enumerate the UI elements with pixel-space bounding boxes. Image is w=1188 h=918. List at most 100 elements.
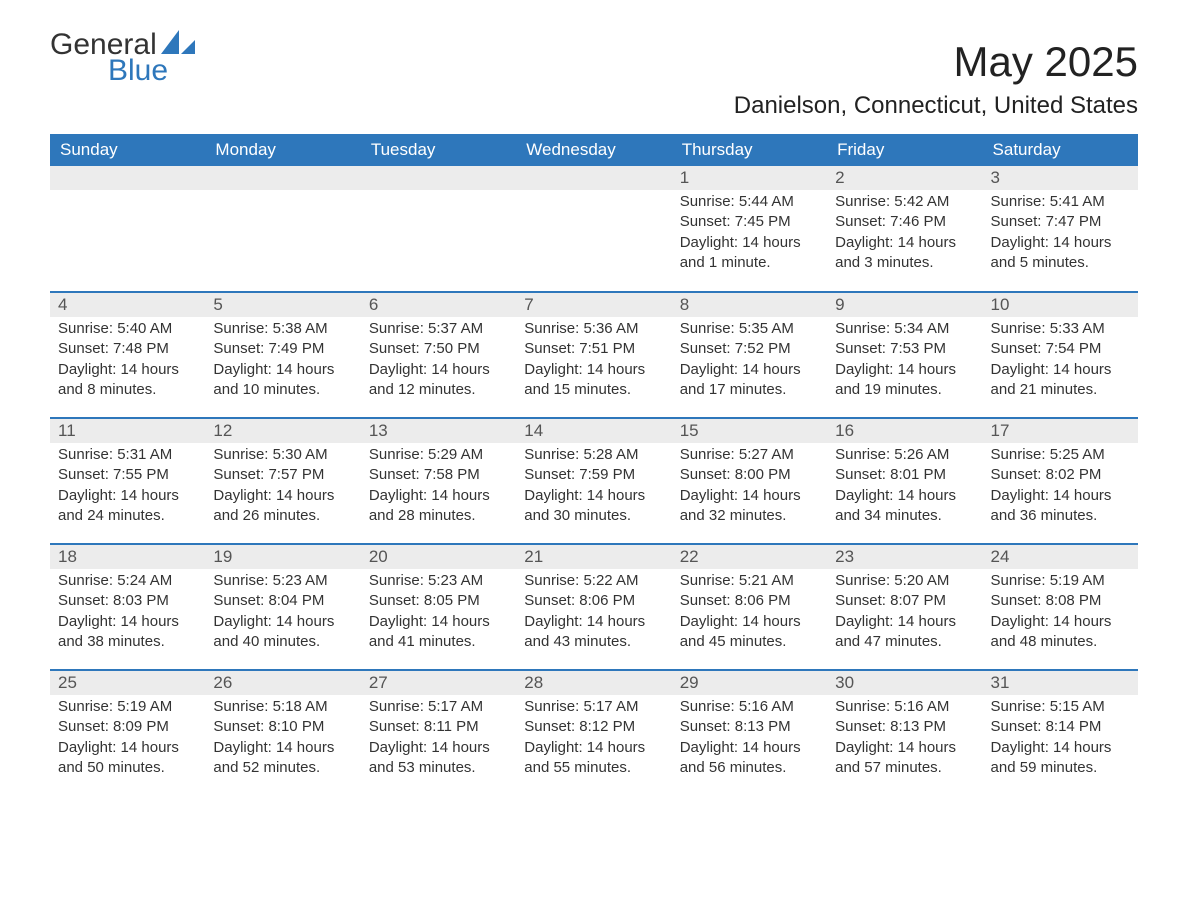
sunrise-text: Sunrise: 5:16 AM [680,697,819,717]
sunset-text: Sunset: 7:55 PM [58,465,197,485]
calendar-day-cell: 29Sunrise: 5:16 AMSunset: 8:13 PMDayligh… [672,670,827,796]
sunrise-text: Sunrise: 5:29 AM [369,445,508,465]
calendar-day-cell: 24Sunrise: 5:19 AMSunset: 8:08 PMDayligh… [983,544,1138,670]
sunset-text: Sunset: 8:13 PM [680,717,819,737]
day-content: Sunrise: 5:19 AMSunset: 8:08 PMDaylight:… [983,569,1138,654]
sunrise-text: Sunrise: 5:23 AM [213,571,352,591]
daylight-text: Daylight: 14 hours and 8 minutes. [58,360,197,401]
sunset-text: Sunset: 7:48 PM [58,339,197,359]
day-number [516,166,671,190]
calendar-day-cell: 22Sunrise: 5:21 AMSunset: 8:06 PMDayligh… [672,544,827,670]
calendar-day-cell: 27Sunrise: 5:17 AMSunset: 8:11 PMDayligh… [361,670,516,796]
sunrise-text: Sunrise: 5:18 AM [213,697,352,717]
sunset-text: Sunset: 7:59 PM [524,465,663,485]
calendar-table: Sunday Monday Tuesday Wednesday Thursday… [50,134,1138,796]
sunset-text: Sunset: 8:02 PM [991,465,1130,485]
day-content: Sunrise: 5:21 AMSunset: 8:06 PMDaylight:… [672,569,827,654]
sunrise-text: Sunrise: 5:41 AM [991,192,1130,212]
calendar-day-cell: 7Sunrise: 5:36 AMSunset: 7:51 PMDaylight… [516,292,671,418]
day-number: 20 [361,545,516,569]
sunset-text: Sunset: 8:00 PM [680,465,819,485]
daylight-text: Daylight: 14 hours and 50 minutes. [58,738,197,779]
day-number: 23 [827,545,982,569]
calendar-day-cell [50,166,205,292]
sunrise-text: Sunrise: 5:40 AM [58,319,197,339]
calendar-day-cell: 26Sunrise: 5:18 AMSunset: 8:10 PMDayligh… [205,670,360,796]
sunrise-text: Sunrise: 5:31 AM [58,445,197,465]
day-number: 8 [672,293,827,317]
day-number [50,166,205,190]
sunrise-text: Sunrise: 5:38 AM [213,319,352,339]
sunrise-text: Sunrise: 5:24 AM [58,571,197,591]
day-number: 19 [205,545,360,569]
calendar-day-cell: 21Sunrise: 5:22 AMSunset: 8:06 PMDayligh… [516,544,671,670]
sunrise-text: Sunrise: 5:34 AM [835,319,974,339]
sunrise-text: Sunrise: 5:21 AM [680,571,819,591]
day-header-row: Sunday Monday Tuesday Wednesday Thursday… [50,134,1138,166]
day-number: 31 [983,671,1138,695]
day-content: Sunrise: 5:30 AMSunset: 7:57 PMDaylight:… [205,443,360,528]
calendar-day-cell: 25Sunrise: 5:19 AMSunset: 8:09 PMDayligh… [50,670,205,796]
sunrise-text: Sunrise: 5:26 AM [835,445,974,465]
calendar-day-cell: 4Sunrise: 5:40 AMSunset: 7:48 PMDaylight… [50,292,205,418]
sunset-text: Sunset: 7:47 PM [991,212,1130,232]
day-content: Sunrise: 5:16 AMSunset: 8:13 PMDaylight:… [672,695,827,780]
sunset-text: Sunset: 8:13 PM [835,717,974,737]
day-number: 14 [516,419,671,443]
day-number: 28 [516,671,671,695]
day-content: Sunrise: 5:22 AMSunset: 8:06 PMDaylight:… [516,569,671,654]
calendar-day-cell: 12Sunrise: 5:30 AMSunset: 7:57 PMDayligh… [205,418,360,544]
daylight-text: Daylight: 14 hours and 41 minutes. [369,612,508,653]
sunrise-text: Sunrise: 5:16 AM [835,697,974,717]
daylight-text: Daylight: 14 hours and 24 minutes. [58,486,197,527]
calendar-day-cell [205,166,360,292]
daylight-text: Daylight: 14 hours and 56 minutes. [680,738,819,779]
daylight-text: Daylight: 14 hours and 45 minutes. [680,612,819,653]
day-header: Monday [205,134,360,166]
day-content: Sunrise: 5:23 AMSunset: 8:04 PMDaylight:… [205,569,360,654]
sunset-text: Sunset: 7:58 PM [369,465,508,485]
daylight-text: Daylight: 14 hours and 43 minutes. [524,612,663,653]
sunrise-text: Sunrise: 5:23 AM [369,571,508,591]
sunrise-text: Sunrise: 5:17 AM [369,697,508,717]
day-number: 12 [205,419,360,443]
day-content: Sunrise: 5:29 AMSunset: 7:58 PMDaylight:… [361,443,516,528]
day-content: Sunrise: 5:44 AMSunset: 7:45 PMDaylight:… [672,190,827,275]
sunset-text: Sunset: 7:54 PM [991,339,1130,359]
day-content: Sunrise: 5:34 AMSunset: 7:53 PMDaylight:… [827,317,982,402]
day-content: Sunrise: 5:17 AMSunset: 8:11 PMDaylight:… [361,695,516,780]
calendar-day-cell: 5Sunrise: 5:38 AMSunset: 7:49 PMDaylight… [205,292,360,418]
day-header: Saturday [983,134,1138,166]
daylight-text: Daylight: 14 hours and 19 minutes. [835,360,974,401]
day-content: Sunrise: 5:38 AMSunset: 7:49 PMDaylight:… [205,317,360,402]
sunset-text: Sunset: 7:57 PM [213,465,352,485]
day-header: Tuesday [361,134,516,166]
calendar-day-cell: 6Sunrise: 5:37 AMSunset: 7:50 PMDaylight… [361,292,516,418]
daylight-text: Daylight: 14 hours and 28 minutes. [369,486,508,527]
day-number: 7 [516,293,671,317]
day-content: Sunrise: 5:25 AMSunset: 8:02 PMDaylight:… [983,443,1138,528]
daylight-text: Daylight: 14 hours and 30 minutes. [524,486,663,527]
day-number: 4 [50,293,205,317]
daylight-text: Daylight: 14 hours and 38 minutes. [58,612,197,653]
sunset-text: Sunset: 8:01 PM [835,465,974,485]
daylight-text: Daylight: 14 hours and 12 minutes. [369,360,508,401]
calendar-day-cell: 14Sunrise: 5:28 AMSunset: 7:59 PMDayligh… [516,418,671,544]
logo: General Blue [50,30,195,86]
calendar-day-cell: 15Sunrise: 5:27 AMSunset: 8:00 PMDayligh… [672,418,827,544]
calendar-day-cell: 2Sunrise: 5:42 AMSunset: 7:46 PMDaylight… [827,166,982,292]
day-number: 17 [983,419,1138,443]
sunrise-text: Sunrise: 5:35 AM [680,319,819,339]
day-content: Sunrise: 5:40 AMSunset: 7:48 PMDaylight:… [50,317,205,402]
sunset-text: Sunset: 8:11 PM [369,717,508,737]
daylight-text: Daylight: 14 hours and 47 minutes. [835,612,974,653]
day-content: Sunrise: 5:27 AMSunset: 8:00 PMDaylight:… [672,443,827,528]
day-number: 11 [50,419,205,443]
daylight-text: Daylight: 14 hours and 5 minutes. [991,233,1130,274]
calendar-day-cell: 19Sunrise: 5:23 AMSunset: 8:04 PMDayligh… [205,544,360,670]
sunrise-text: Sunrise: 5:27 AM [680,445,819,465]
daylight-text: Daylight: 14 hours and 21 minutes. [991,360,1130,401]
calendar-day-cell: 16Sunrise: 5:26 AMSunset: 8:01 PMDayligh… [827,418,982,544]
daylight-text: Daylight: 14 hours and 17 minutes. [680,360,819,401]
day-number: 2 [827,166,982,190]
